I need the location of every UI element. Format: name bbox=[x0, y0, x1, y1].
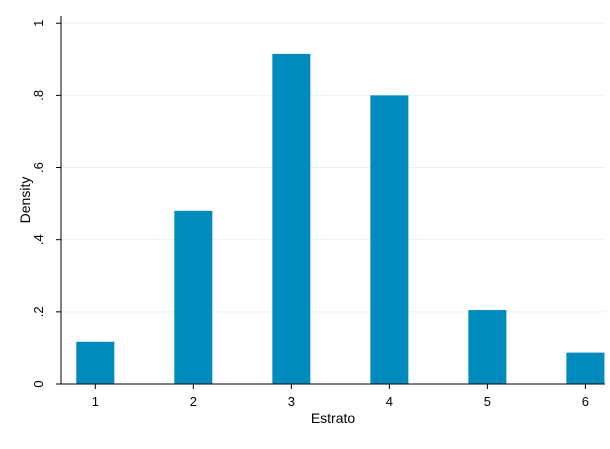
y-axis-title: Density bbox=[17, 177, 33, 224]
bar-6 bbox=[566, 352, 605, 384]
bar-2 bbox=[174, 210, 213, 384]
bar-1 bbox=[76, 341, 115, 384]
x-tick-label: 1 bbox=[92, 394, 99, 409]
bar-5 bbox=[468, 310, 507, 384]
y-tick-label: .6 bbox=[31, 162, 46, 173]
y-tick-label: 1 bbox=[31, 20, 46, 27]
bar-3 bbox=[272, 53, 311, 384]
bar-4 bbox=[370, 95, 409, 384]
y-axis-ticks: 0 .2 .4 .6 .8 1 bbox=[31, 20, 61, 388]
y-tick-label: .4 bbox=[31, 234, 46, 245]
x-tick-label: 6 bbox=[582, 394, 589, 409]
x-tick-label: 3 bbox=[288, 394, 295, 409]
x-tick-label: 2 bbox=[190, 394, 197, 409]
y-tick-label: .2 bbox=[31, 306, 46, 317]
x-tick-label: 5 bbox=[484, 394, 491, 409]
x-tick-label: 4 bbox=[386, 394, 393, 409]
axes bbox=[60, 16, 605, 385]
y-tick-label: 0 bbox=[31, 380, 46, 387]
x-axis-ticks: 1 2 3 4 5 6 bbox=[92, 384, 589, 409]
x-axis-title: Estrato bbox=[311, 410, 356, 426]
gridlines bbox=[61, 22, 605, 313]
y-tick-label: .8 bbox=[31, 90, 46, 101]
bars bbox=[76, 53, 605, 384]
